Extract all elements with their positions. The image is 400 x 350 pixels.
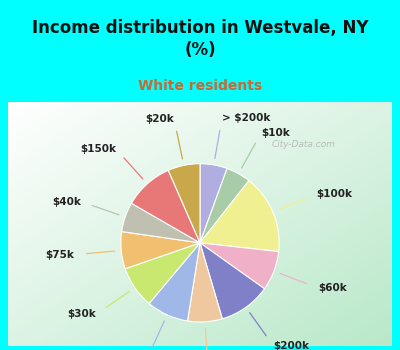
Wedge shape [188, 243, 222, 322]
Text: $200k: $200k [273, 341, 309, 350]
Wedge shape [149, 243, 200, 321]
Text: $30k: $30k [67, 309, 96, 320]
Wedge shape [125, 243, 200, 303]
Text: $100k: $100k [316, 189, 352, 199]
Wedge shape [200, 181, 279, 252]
Wedge shape [200, 164, 227, 243]
Text: $10k: $10k [261, 127, 290, 138]
Wedge shape [168, 164, 200, 243]
Wedge shape [200, 243, 279, 289]
Wedge shape [122, 203, 200, 243]
Wedge shape [200, 243, 264, 319]
Text: City-Data.com: City-Data.com [272, 140, 336, 149]
Text: $60k: $60k [318, 283, 347, 293]
Text: $40k: $40k [52, 197, 81, 206]
Wedge shape [200, 168, 249, 243]
Text: White residents: White residents [138, 79, 262, 93]
Text: $20k: $20k [145, 114, 174, 124]
Text: Income distribution in Westvale, NY
(%): Income distribution in Westvale, NY (%) [32, 19, 368, 59]
Text: $150k: $150k [80, 144, 116, 154]
Text: > $200k: > $200k [222, 113, 270, 124]
Text: $75k: $75k [46, 250, 74, 260]
Wedge shape [132, 170, 200, 243]
Wedge shape [121, 232, 200, 269]
